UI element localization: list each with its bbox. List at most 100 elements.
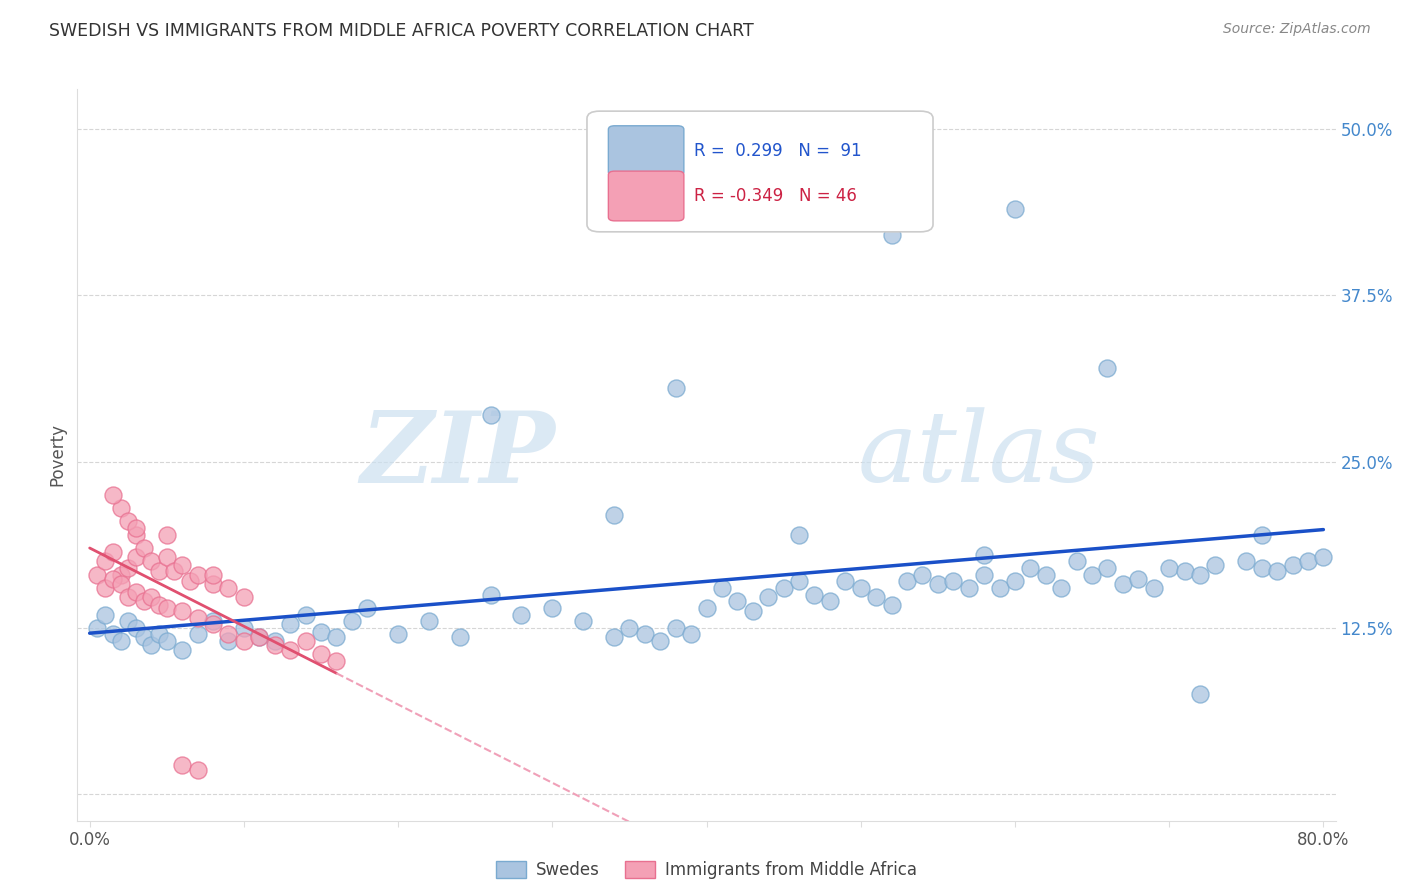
Point xyxy=(1250,527,1272,541)
Point xyxy=(741,603,763,617)
Point xyxy=(665,621,688,635)
Point xyxy=(1250,561,1272,575)
Point xyxy=(772,581,794,595)
Text: R =  0.299   N =  91: R = 0.299 N = 91 xyxy=(695,142,862,160)
Point xyxy=(110,634,132,648)
Point xyxy=(818,594,841,608)
FancyBboxPatch shape xyxy=(609,126,683,176)
Point xyxy=(148,627,170,641)
Point xyxy=(710,581,733,595)
Point xyxy=(101,572,124,586)
Point xyxy=(1004,574,1026,589)
Point xyxy=(479,408,502,422)
Point xyxy=(156,527,179,541)
Point xyxy=(880,228,903,243)
Point xyxy=(125,550,148,565)
Point xyxy=(247,630,270,644)
Point xyxy=(101,545,124,559)
Point xyxy=(787,527,810,541)
Point xyxy=(973,548,995,562)
Point xyxy=(1312,550,1334,565)
Point xyxy=(1050,581,1073,595)
Point xyxy=(1035,567,1057,582)
Point xyxy=(418,614,440,628)
Text: SWEDISH VS IMMIGRANTS FROM MIDDLE AFRICA POVERTY CORRELATION CHART: SWEDISH VS IMMIGRANTS FROM MIDDLE AFRICA… xyxy=(49,22,754,40)
Point xyxy=(202,577,225,591)
Point xyxy=(117,591,139,605)
Point xyxy=(125,585,148,599)
Point xyxy=(619,621,641,635)
Point xyxy=(725,594,748,608)
FancyBboxPatch shape xyxy=(609,171,683,221)
Point xyxy=(449,630,471,644)
Point xyxy=(132,630,155,644)
Point xyxy=(86,621,108,635)
Point xyxy=(340,614,363,628)
Point xyxy=(1004,202,1026,216)
Point xyxy=(141,638,163,652)
Point xyxy=(101,627,124,641)
Point xyxy=(1097,361,1119,376)
Point xyxy=(86,567,108,582)
Point xyxy=(217,634,239,648)
Point xyxy=(1234,554,1257,568)
Point xyxy=(603,630,626,644)
Point xyxy=(1296,554,1319,568)
Point xyxy=(309,624,332,639)
Point xyxy=(125,527,148,541)
Y-axis label: Poverty: Poverty xyxy=(48,424,66,486)
Point xyxy=(172,643,194,657)
Point xyxy=(187,611,209,625)
Point xyxy=(263,634,285,648)
Point xyxy=(202,614,225,628)
Point xyxy=(172,603,194,617)
Point xyxy=(696,600,718,615)
Point xyxy=(1019,561,1042,575)
Point xyxy=(141,591,163,605)
Point xyxy=(94,581,117,595)
Point xyxy=(156,600,179,615)
Point xyxy=(927,577,949,591)
Point xyxy=(849,581,872,595)
Text: R = -0.349   N = 46: R = -0.349 N = 46 xyxy=(695,187,856,205)
Point xyxy=(911,142,934,156)
Point xyxy=(117,515,139,529)
Point xyxy=(1081,567,1104,582)
Point xyxy=(94,607,117,622)
Point xyxy=(1159,561,1181,575)
Text: atlas: atlas xyxy=(858,408,1101,502)
Point xyxy=(510,607,533,622)
Point xyxy=(634,627,657,641)
Point xyxy=(880,598,903,612)
Point xyxy=(1143,581,1166,595)
Point xyxy=(896,574,918,589)
Point xyxy=(172,757,194,772)
Point xyxy=(572,614,595,628)
Point xyxy=(217,627,239,641)
Point xyxy=(148,564,170,578)
Point xyxy=(787,574,810,589)
Point xyxy=(278,616,301,631)
Point xyxy=(1128,572,1150,586)
Point xyxy=(202,567,225,582)
Point xyxy=(973,567,995,582)
Point xyxy=(117,614,139,628)
Point xyxy=(650,634,672,648)
Point xyxy=(132,541,155,555)
Point xyxy=(132,594,155,608)
Point xyxy=(834,574,856,589)
Point xyxy=(263,638,285,652)
Point xyxy=(1265,564,1288,578)
Text: ZIP: ZIP xyxy=(360,407,555,503)
Point xyxy=(387,627,409,641)
Point xyxy=(125,621,148,635)
Point xyxy=(179,574,201,589)
Point xyxy=(911,567,934,582)
Point xyxy=(278,643,301,657)
Point xyxy=(1097,561,1119,575)
Point xyxy=(125,521,148,535)
Point xyxy=(187,567,209,582)
Point xyxy=(1204,558,1226,573)
Point xyxy=(110,501,132,516)
Point xyxy=(294,634,316,648)
